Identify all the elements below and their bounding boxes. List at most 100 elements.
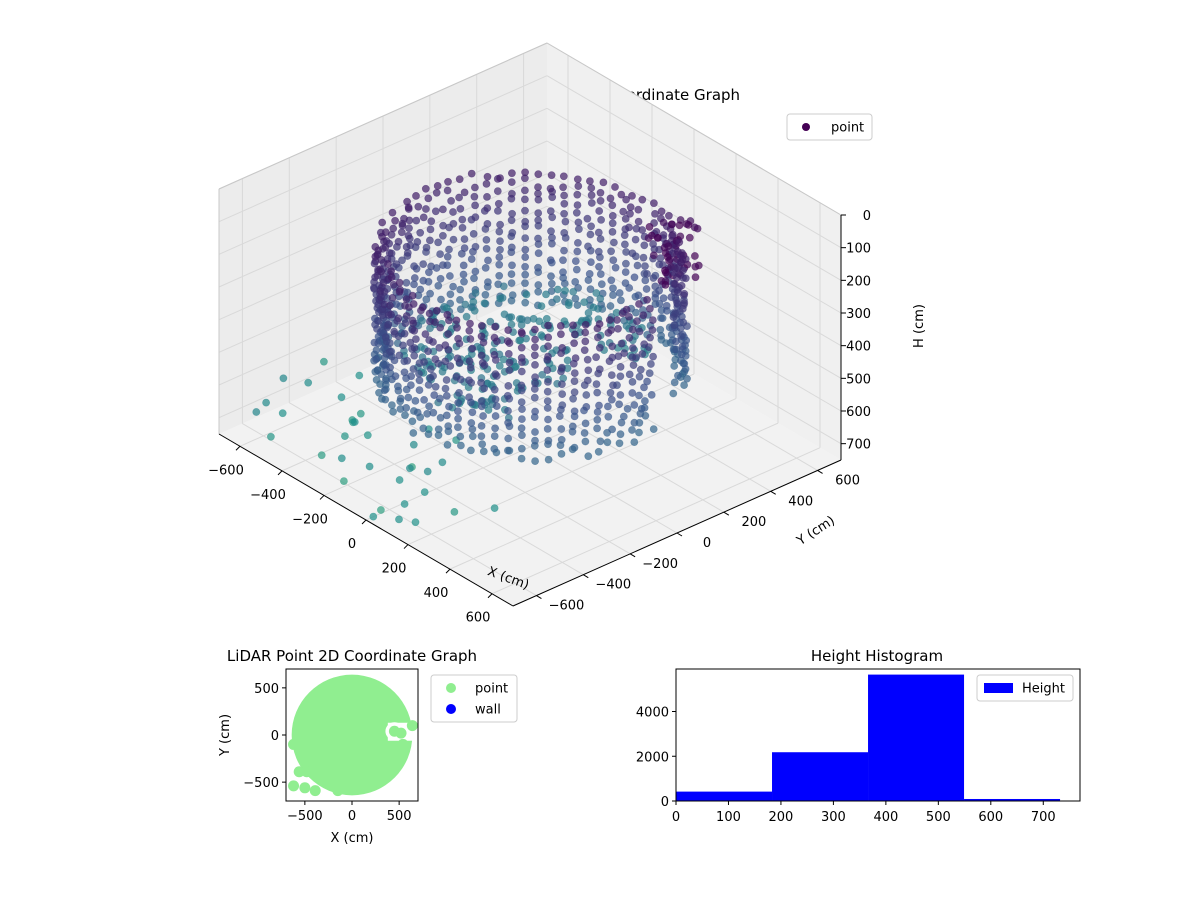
data-point [391, 372, 400, 381]
data-point [521, 279, 529, 288]
data-point [620, 231, 629, 240]
data-point [521, 245, 530, 254]
data-point [447, 196, 455, 205]
data-point [531, 428, 539, 436]
data-point [619, 207, 628, 216]
data-point [409, 319, 418, 328]
legend-marker-point [802, 123, 810, 131]
data-point [643, 295, 651, 304]
data-point [435, 394, 444, 403]
data-point [548, 239, 556, 248]
data-point [431, 355, 440, 364]
data-point [607, 395, 616, 404]
data-point [543, 387, 552, 396]
data-point [673, 247, 682, 256]
data-point [423, 467, 432, 476]
x-tick [277, 470, 283, 476]
data-point [587, 184, 596, 192]
grid-line [476, 318, 771, 492]
data-point [657, 207, 666, 216]
y-tick-label: −600 [549, 599, 585, 614]
data-point [484, 256, 492, 265]
data-point [558, 390, 567, 398]
data-point [478, 358, 487, 367]
y-tick-label: 500 [254, 682, 279, 697]
data-point [400, 368, 409, 377]
data-point [607, 247, 615, 256]
x-tick-label: 0 [348, 537, 356, 552]
data-point [409, 440, 418, 449]
data-point [499, 282, 508, 291]
x-tick-label: −500 [287, 809, 323, 824]
grid-line [218, 75, 548, 223]
data-point [572, 265, 581, 274]
point-disc [291, 674, 413, 796]
data-point [606, 388, 615, 397]
data-point [470, 306, 479, 315]
data-point [470, 274, 478, 283]
data-point [640, 383, 648, 392]
x-tick [235, 445, 241, 451]
data-point [288, 738, 300, 750]
data-point [534, 216, 543, 225]
data-point [693, 224, 702, 233]
z-tick-label: 600 [846, 405, 871, 420]
data-point [507, 243, 516, 252]
data-point [454, 334, 462, 343]
data-point [521, 234, 530, 242]
data-point [609, 291, 617, 299]
data-point [568, 422, 577, 431]
data-point [383, 260, 392, 268]
data-point [594, 447, 603, 456]
data-point [377, 370, 386, 379]
data-point [621, 214, 630, 223]
data-point [628, 353, 637, 362]
data-point [517, 398, 526, 406]
data-point [595, 207, 604, 215]
data-point [394, 314, 403, 323]
data-point [635, 300, 643, 308]
data-point [278, 409, 287, 418]
data-point [504, 381, 513, 390]
data-point [395, 476, 404, 484]
data-point [445, 402, 453, 411]
data-point [410, 262, 418, 271]
data-point [418, 316, 426, 325]
data-point [426, 289, 434, 298]
data-point [503, 337, 512, 346]
data-point [661, 280, 670, 289]
data-point [534, 249, 543, 258]
data-point [621, 240, 629, 249]
y-tick-label: 200 [741, 515, 766, 530]
data-point [371, 252, 380, 261]
data-point [373, 324, 381, 333]
data-point [516, 336, 525, 345]
data-point [504, 406, 512, 415]
data-point [645, 369, 654, 378]
data-point [573, 190, 582, 199]
data-point [557, 330, 565, 339]
data-point [608, 353, 617, 362]
data-point [406, 381, 415, 389]
data-point [403, 356, 412, 365]
data-point [553, 285, 562, 294]
data-point [604, 402, 612, 411]
data-point [402, 403, 411, 412]
data-point [543, 404, 552, 412]
data-point [288, 780, 300, 792]
data-point [638, 195, 647, 204]
data-point [618, 309, 627, 318]
data-point [678, 342, 687, 351]
data-point [490, 333, 499, 342]
data-point [467, 419, 476, 427]
data-point [646, 304, 654, 313]
data-point [441, 341, 450, 350]
data-point [369, 512, 378, 521]
data-point [418, 303, 427, 312]
data-point [543, 424, 552, 433]
data-point [629, 361, 638, 369]
data-point [518, 405, 526, 413]
data-point [477, 421, 486, 430]
data-point [649, 425, 658, 433]
x-tick-label: 500 [926, 810, 951, 825]
